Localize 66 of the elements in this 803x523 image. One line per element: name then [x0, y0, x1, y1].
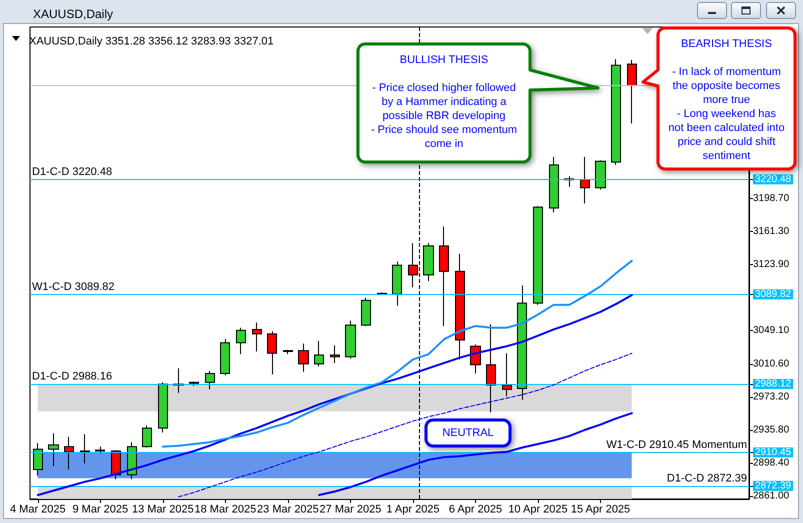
candlestick — [111, 450, 121, 480]
y-tick-label: 2861.00 — [753, 490, 790, 502]
y-tick-label: 3010.60 — [753, 358, 790, 370]
candlestick — [236, 327, 246, 355]
candlestick — [220, 338, 230, 376]
x-tick-label: 10 Apr 2025 — [508, 504, 568, 516]
candlestick — [345, 320, 356, 360]
y-tick-label: 2988.12 — [755, 378, 792, 390]
candlestick — [283, 349, 293, 355]
x-tick-label: 15 Apr 2025 — [570, 504, 630, 516]
text: BULLISH THESIS - Price closed higher followed by a Hammer indicating a possible RBR developing - Price should see momentum come in — [370, 54, 518, 150]
candlestick — [502, 352, 512, 397]
candlestick — [33, 442, 43, 476]
candlestick — [517, 284, 527, 400]
candlestick — [64, 436, 74, 470]
candlestick — [142, 424, 152, 448]
candlestick — [439, 226, 449, 326]
candlestick — [80, 434, 90, 464]
candlestick — [423, 242, 434, 282]
candlestick — [127, 442, 137, 480]
y-tick-label: 3049.10 — [753, 324, 790, 336]
y-tick-label: 3161.30 — [753, 226, 790, 237]
candlestick — [533, 206, 543, 306]
candlestick — [595, 160, 606, 190]
y-tick-label: 2973.20 — [753, 392, 790, 403]
x-tick-label: 9 Mar 2025 — [72, 504, 128, 516]
ref-line-label: D1-C-D 3220.48 — [32, 166, 112, 178]
y-tick-label: 3089.82 — [755, 288, 792, 300]
candlestick — [361, 297, 371, 326]
candlestick — [549, 156, 559, 213]
y-tick-label: 2910.45 — [755, 446, 792, 458]
candlestick — [314, 340, 324, 367]
candlestick — [611, 58, 621, 166]
x-tick-label: 18 Mar 2025 — [194, 504, 256, 516]
ref-line-label: D1-C-D 2872.39 — [666, 472, 747, 484]
candlestick — [158, 382, 168, 434]
ref-line-label: W1-C-D 3089.82 — [32, 280, 115, 293]
x-tick-label: 1 Apr 2025 — [386, 504, 440, 516]
text: XAUUSD,Daily 3351.28 3356.12 3283.93 3327.01 — [29, 36, 274, 48]
candlestick — [205, 370, 215, 390]
x-tick-label: 6 Apr 2025 — [448, 504, 502, 516]
y-tick-label: 2872.39 — [755, 480, 792, 492]
x-tick-label: 27 Mar 2025 — [320, 504, 382, 516]
x-tick-label: 23 Mar 2025 — [257, 504, 319, 516]
y-tick-label: 3220.48 — [755, 174, 792, 185]
x-tick-label: 13 Mar 2025 — [132, 504, 194, 516]
y-tick-label: 3123.90 — [753, 258, 790, 270]
candlestick — [627, 59, 637, 124]
candlestick — [455, 253, 465, 360]
candlestick — [48, 432, 59, 466]
y-tick-label: 2898.40 — [753, 457, 790, 468]
x-tick-label: 4 Mar 2025 — [10, 504, 66, 516]
ref-line-label: W1-C-D 2910.45 Momentum — [606, 438, 747, 451]
chart-title: XAUUSD,Daily — [33, 7, 114, 21]
candlestick — [298, 343, 309, 372]
text: BEARISH THESIS - In lack of momentum the opposite becomes more true - Long weekend has not been calculated into price and could shift sentiment — [668, 38, 785, 162]
candlestick — [267, 330, 277, 375]
candlestick — [330, 344, 340, 364]
candlestick — [486, 324, 496, 413]
candlestick — [392, 261, 402, 306]
ref-line-label: D1-C-D 2988.16 — [32, 370, 112, 382]
candlestick — [252, 322, 262, 352]
y-tick-label: 3198.70 — [753, 193, 790, 204]
candlestick — [95, 446, 105, 454]
y-tick-label: 2935.80 — [753, 424, 790, 436]
candlestick — [580, 156, 590, 204]
